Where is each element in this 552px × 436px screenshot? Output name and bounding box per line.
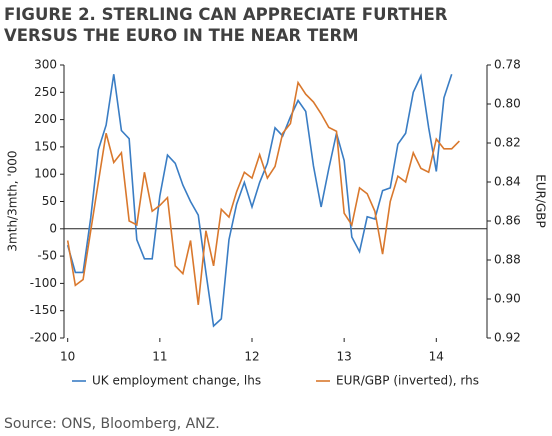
- x-tick-label: 11: [152, 350, 167, 364]
- y-tick-label: 50: [42, 194, 57, 208]
- y2-tick-label: 0.88: [494, 253, 521, 267]
- legend-label: UK employment change, lhs: [92, 374, 261, 388]
- series-line: [66, 80, 460, 305]
- y-tick-label: 300: [34, 58, 57, 72]
- y-tick-label: 200: [34, 112, 57, 126]
- x-tick-label: 10: [60, 350, 75, 364]
- y-tick-label: 100: [34, 167, 57, 181]
- chart-title: VERSUS THE EURO IN THE NEAR TERM: [4, 26, 359, 45]
- y-tick-label: 250: [34, 85, 57, 99]
- y-tick-label: -150: [30, 303, 57, 317]
- chart-title: FIGURE 2. STERLING CAN APPRECIATE FURTHE…: [4, 5, 448, 24]
- series-line: [66, 73, 453, 328]
- y-axis-label: 3mth/3mth, '000: [6, 150, 20, 251]
- y2-tick-label: 0.84: [494, 175, 521, 189]
- x-tick-label: 14: [429, 350, 444, 364]
- x-tick-label: 12: [244, 350, 259, 364]
- y-tick-label: -100: [30, 276, 57, 290]
- y2-axis-label: EUR/GBP: [534, 174, 548, 228]
- y-tick-label: -50: [37, 249, 57, 263]
- legend-label: EUR/GBP (inverted), rhs: [336, 374, 479, 388]
- y2-tick-label: 0.92: [494, 331, 521, 345]
- y2-tick-label: 0.78: [494, 58, 521, 72]
- y-tick-label: -200: [30, 331, 57, 345]
- source: Source: ONS, Bloomberg, ANZ.: [4, 416, 220, 432]
- x-tick-label: 13: [337, 350, 352, 364]
- y-tick-label: 150: [34, 139, 57, 153]
- y-tick-label: 0: [49, 221, 57, 235]
- y2-tick-label: 0.90: [494, 292, 521, 306]
- y2-tick-label: 0.80: [494, 97, 521, 111]
- y2-tick-label: 0.82: [494, 136, 521, 150]
- y2-tick-label: 0.86: [494, 214, 521, 228]
